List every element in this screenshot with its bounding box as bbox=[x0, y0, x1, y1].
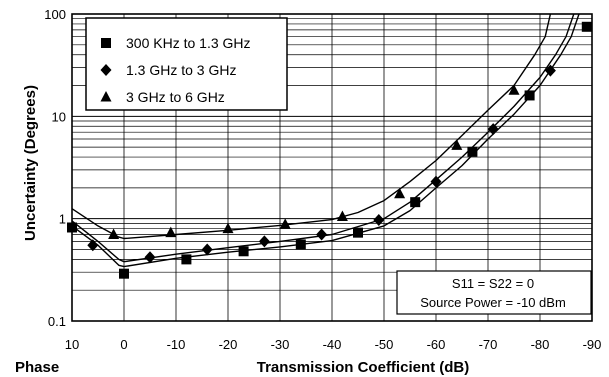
y-tick-label: 100 bbox=[44, 7, 66, 22]
series-1-curve bbox=[71, 13, 580, 268]
x-tick-label: -30 bbox=[271, 337, 290, 352]
series-2-point bbox=[87, 239, 99, 252]
series-2-point bbox=[430, 175, 442, 188]
legend: 300 KHz to 1.3 GHz 1.3 GHz to 3 GHz 3 GH… bbox=[85, 17, 288, 111]
y-axis-title: Uncertainty (Degrees) bbox=[22, 85, 39, 241]
series-2-point bbox=[144, 251, 156, 264]
series-3-point bbox=[279, 218, 291, 229]
legend-box bbox=[85, 17, 288, 111]
x-tick-label: -40 bbox=[323, 337, 342, 352]
y-tick-labels: 0.1 1 10 100 bbox=[44, 7, 66, 329]
condition-s-params: S11 = S22 = 0 bbox=[452, 276, 534, 291]
series-1-point bbox=[238, 246, 249, 257]
x-tick-labels: 10 0 -10 -20 -30 -40 -50 -60 -70 -80 -90 bbox=[65, 337, 602, 352]
series-2-point bbox=[316, 228, 328, 241]
series-3-point bbox=[108, 228, 120, 240]
plot-frame bbox=[71, 13, 593, 322]
x-axis-title: Transmission Coefficient (dB) bbox=[257, 359, 470, 376]
series-2-point bbox=[258, 235, 270, 248]
legend-label-series-1: 300 KHz to 1.3 GHz bbox=[126, 35, 251, 51]
y-tick-label: 1 bbox=[59, 212, 66, 227]
x-tick-label: -20 bbox=[219, 337, 238, 352]
conditions-note: S11 = S22 = 0 Source Power = -10 dBm bbox=[396, 270, 592, 315]
x-tick-label: -80 bbox=[531, 337, 550, 352]
series-2-point bbox=[544, 64, 556, 77]
series-1-point bbox=[353, 227, 363, 238]
x-tick-label: -10 bbox=[167, 337, 186, 352]
series-3-point bbox=[222, 222, 234, 234]
series-2-point bbox=[487, 123, 499, 136]
series-1-point bbox=[410, 197, 421, 208]
x-tick-label: 0 bbox=[120, 337, 127, 352]
series-1-point bbox=[581, 21, 592, 32]
conditions-box bbox=[396, 270, 592, 315]
series-1-point bbox=[295, 239, 306, 250]
y-tick-label: 10 bbox=[52, 109, 66, 124]
series-3-curve bbox=[71, 13, 552, 240]
series-2-curve bbox=[71, 13, 575, 263]
series-1-point bbox=[467, 146, 478, 157]
series-3-point bbox=[336, 210, 348, 221]
legend-marker-series-3 bbox=[100, 91, 112, 102]
legend-label-series-3: 3 GHz to 6 GHz bbox=[126, 89, 225, 105]
legend-marker-series-2 bbox=[100, 64, 112, 76]
y-tick-label: 0.1 bbox=[48, 314, 66, 329]
condition-source-power: Source Power = -10 dBm bbox=[420, 295, 566, 310]
series-curves bbox=[71, 13, 580, 268]
x-tick-label: -90 bbox=[583, 337, 602, 352]
series-1-point bbox=[181, 254, 192, 265]
series-3-point bbox=[165, 226, 177, 238]
series-markers bbox=[67, 21, 592, 279]
series-3-point bbox=[394, 187, 406, 199]
series-3-point bbox=[451, 139, 463, 150]
phase-label: Phase bbox=[15, 359, 59, 376]
series-2-point bbox=[201, 243, 213, 256]
x-tick-label: -70 bbox=[479, 337, 498, 352]
x-tick-label: 10 bbox=[65, 337, 79, 352]
legend-marker-series-1 bbox=[101, 38, 111, 48]
x-tick-label: -60 bbox=[427, 337, 446, 352]
series-1-point bbox=[119, 268, 129, 279]
series-3-point bbox=[508, 84, 520, 95]
legend-markers bbox=[100, 38, 112, 102]
legend-label-series-2: 1.3 GHz to 3 GHz bbox=[126, 62, 236, 78]
series-2-point bbox=[373, 214, 385, 227]
x-tick-label: -50 bbox=[375, 337, 394, 352]
series-1-point bbox=[524, 90, 535, 101]
